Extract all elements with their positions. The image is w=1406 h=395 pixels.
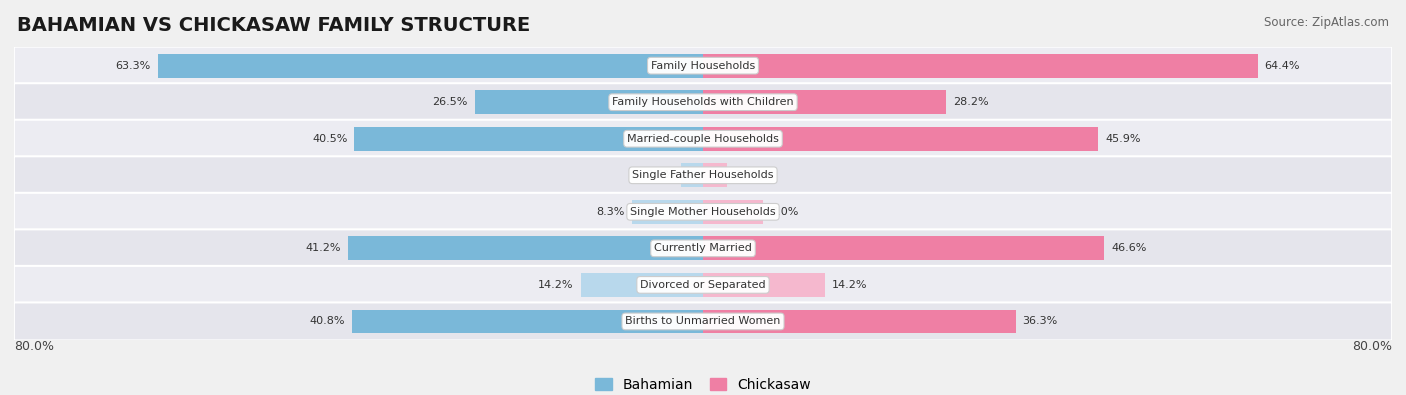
FancyBboxPatch shape [14,266,1392,304]
Text: Family Households with Children: Family Households with Children [612,97,794,107]
Bar [703,54,1257,77]
Text: 40.5%: 40.5% [312,134,347,144]
Text: Source: ZipAtlas.com: Source: ZipAtlas.com [1264,16,1389,29]
Text: Currently Married: Currently Married [654,243,752,253]
Text: 63.3%: 63.3% [115,61,150,71]
Text: 45.9%: 45.9% [1105,134,1140,144]
Text: 8.3%: 8.3% [596,207,624,217]
Text: Divorced or Separated: Divorced or Separated [640,280,766,290]
Text: 36.3%: 36.3% [1022,316,1057,326]
Bar [349,237,703,260]
Text: 2.8%: 2.8% [734,170,762,180]
Text: 2.5%: 2.5% [647,170,675,180]
Bar [581,273,703,297]
Bar [703,90,946,114]
Bar [157,54,703,77]
Legend: Bahamian, Chickasaw: Bahamian, Chickasaw [589,372,817,395]
Text: 14.2%: 14.2% [832,280,868,290]
Bar [352,310,703,333]
Bar [475,90,703,114]
Bar [631,200,703,224]
Text: 80.0%: 80.0% [1353,340,1392,353]
Text: 28.2%: 28.2% [953,97,988,107]
Bar [703,127,1098,150]
Text: 14.2%: 14.2% [538,280,574,290]
Bar [703,200,763,224]
Text: 41.2%: 41.2% [307,243,342,253]
Bar [703,237,1104,260]
FancyBboxPatch shape [14,156,1392,194]
FancyBboxPatch shape [14,47,1392,85]
FancyBboxPatch shape [14,120,1392,158]
Bar [703,164,727,187]
Text: 26.5%: 26.5% [433,97,468,107]
Text: Family Households: Family Households [651,61,755,71]
Bar [703,273,825,297]
FancyBboxPatch shape [14,303,1392,340]
Text: Married-couple Households: Married-couple Households [627,134,779,144]
Text: 40.8%: 40.8% [309,316,344,326]
Text: 7.0%: 7.0% [770,207,799,217]
FancyBboxPatch shape [14,229,1392,267]
FancyBboxPatch shape [14,83,1392,121]
Text: Births to Unmarried Women: Births to Unmarried Women [626,316,780,326]
FancyBboxPatch shape [14,193,1392,231]
Text: Single Mother Households: Single Mother Households [630,207,776,217]
Text: 80.0%: 80.0% [14,340,53,353]
Text: 46.6%: 46.6% [1111,243,1146,253]
Text: 64.4%: 64.4% [1264,61,1301,71]
Bar [354,127,703,150]
Text: Single Father Households: Single Father Households [633,170,773,180]
Bar [703,310,1015,333]
Text: BAHAMIAN VS CHICKASAW FAMILY STRUCTURE: BAHAMIAN VS CHICKASAW FAMILY STRUCTURE [17,16,530,35]
Bar [682,164,703,187]
